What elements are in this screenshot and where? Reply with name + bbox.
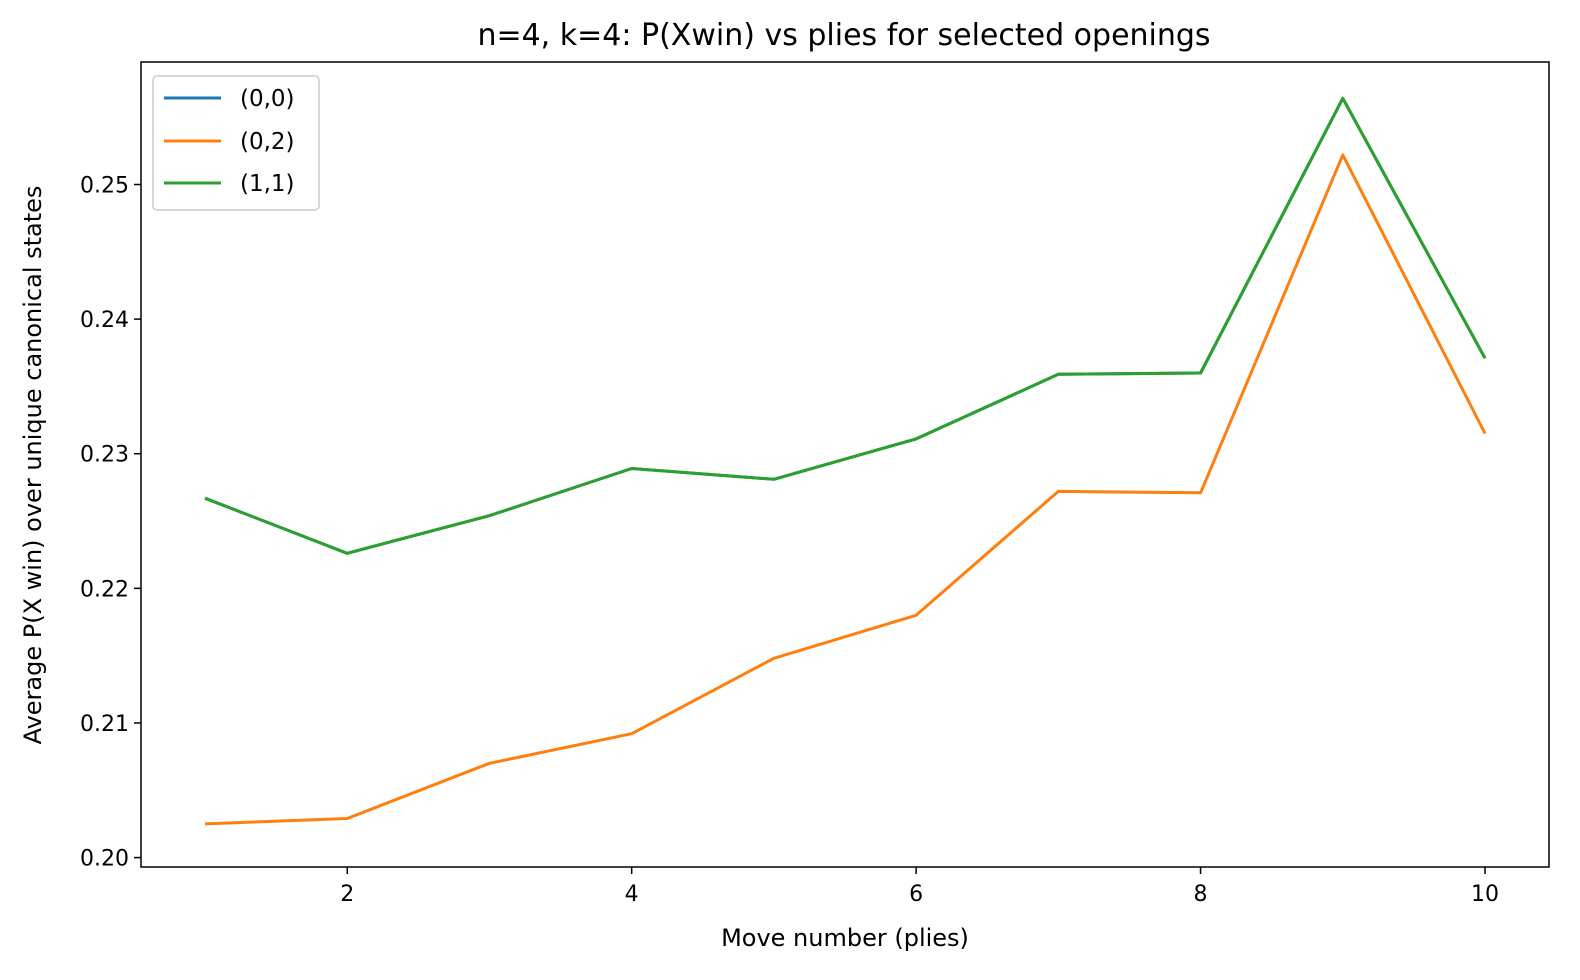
y-tick-label: 0.24: [80, 308, 129, 333]
series-line-0-2: [204, 153, 1487, 826]
chart-title: n=4, k=4: P(Xwin) vs plies for selected …: [477, 18, 1210, 53]
plot-area: [141, 62, 1549, 867]
legend-label-1-1: (1,1): [240, 171, 295, 197]
series-layer: [204, 96, 1487, 826]
x-tick-label: 10: [1471, 882, 1499, 907]
plot-frame: [140, 61, 1550, 868]
legend-label-0-2: (0,2): [240, 129, 295, 155]
y-tick-label: 0.23: [80, 443, 129, 468]
legend-box: [152, 75, 320, 211]
y-axis-label: Average P(X win) over unique canonical s…: [19, 186, 47, 745]
legend: (0,0) (0,2) (1,1): [152, 75, 320, 211]
ticks-layer: 2 4 6 8 10 0.20 0.21 0.22 0.23 0.24 0.25: [80, 174, 1499, 908]
y-tick-label: 0.20: [80, 847, 129, 872]
series-line-1-1: [204, 96, 1487, 555]
x-tick-label: 4: [625, 882, 639, 907]
y-tick-label: 0.25: [80, 174, 129, 199]
y-tick-label: 0.21: [80, 712, 129, 737]
y-tick-label: 0.22: [80, 577, 129, 602]
legend-label-0-0: (0,0): [240, 86, 295, 112]
x-tick-label: 2: [340, 882, 354, 907]
x-tick-label: 8: [1194, 882, 1208, 907]
x-tick-label: 6: [909, 882, 923, 907]
x-axis-label: Move number (plies): [721, 924, 969, 952]
